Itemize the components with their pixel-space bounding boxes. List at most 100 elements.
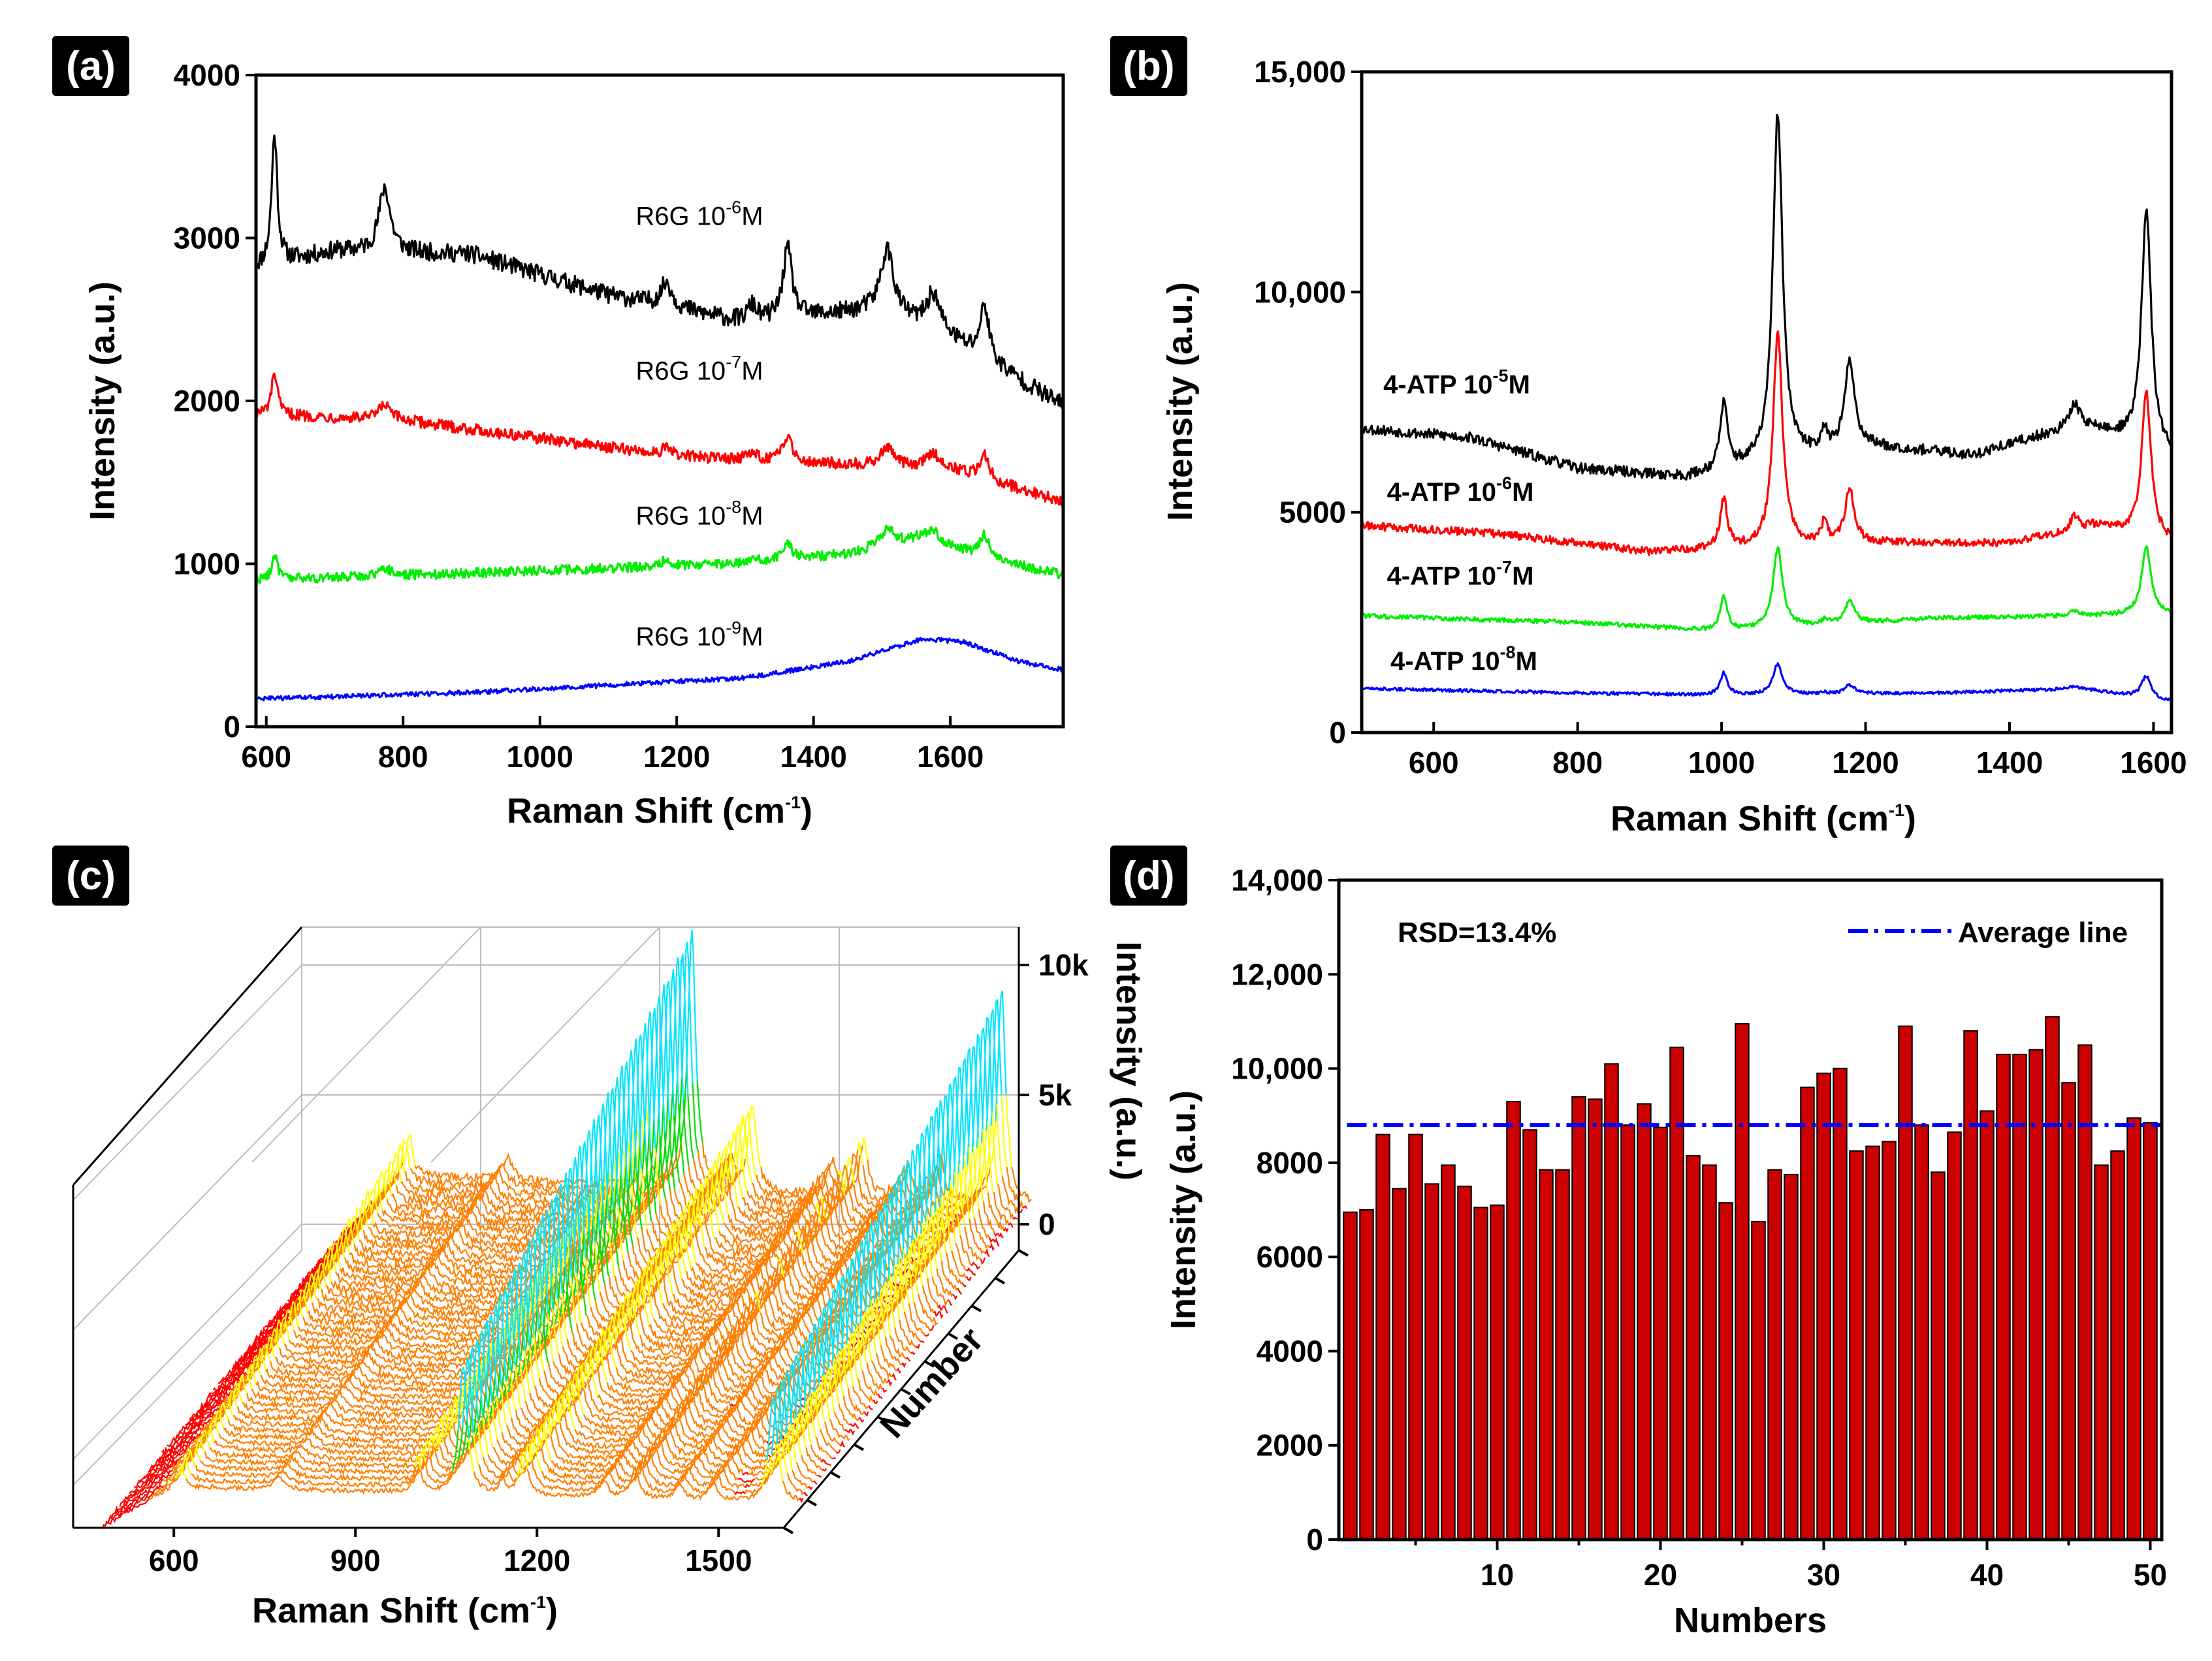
waterfall-segment: [505, 1171, 513, 1182]
waterfall-segment: [404, 1141, 411, 1169]
waterfall-segment: [496, 1182, 503, 1197]
waterfall-segment: [726, 1261, 733, 1269]
waterfall-segment: [296, 1301, 303, 1316]
waterfall-segment: [920, 1340, 925, 1343]
waterfall-segment: [470, 1303, 477, 1312]
waterfall-segment: [480, 1246, 487, 1256]
waterfall-segment: [372, 1384, 379, 1391]
waterfall-segment: [400, 1287, 406, 1295]
waterfall-segment: [914, 1233, 922, 1276]
waterfall-segment: [493, 1218, 500, 1227]
waterfall-segment: [356, 1333, 363, 1340]
waterfall-segment: [816, 1299, 824, 1316]
waterfall-segment: [472, 1316, 479, 1325]
waterfall-segment: [380, 1257, 387, 1263]
waterfall-segment: [722, 1308, 729, 1322]
x-tick-label-1000: 1000: [1688, 746, 1755, 780]
waterfall-segment: [690, 1266, 697, 1280]
waterfall-segment: [438, 1191, 444, 1198]
waterfall-segment: [351, 1384, 359, 1390]
waterfall-segment: [436, 1387, 443, 1394]
waterfall-segment: [472, 1272, 479, 1279]
waterfall-segment: [443, 1197, 451, 1209]
waterfall-segment: [788, 1297, 795, 1305]
waterfall-segment: [468, 1293, 475, 1299]
waterfall-segment: [710, 1414, 716, 1417]
waterfall-segment: [370, 1252, 376, 1261]
waterfall-segment: [728, 1287, 735, 1295]
waterfall-segment: [748, 1267, 755, 1276]
waterfall-segment: [656, 1237, 662, 1247]
waterfall-segment: [359, 1305, 366, 1313]
waterfall-segment: [726, 1334, 733, 1354]
waterfall-segment: [362, 1281, 368, 1290]
waterfall-segment: [376, 1267, 383, 1274]
waterfall-segment: [410, 1238, 417, 1246]
waterfall-segment: [784, 1345, 791, 1359]
waterfall-segment: [914, 1333, 921, 1342]
waterfall-segment: [567, 1359, 574, 1366]
waterfall-segment: [485, 1246, 492, 1252]
waterfall-segment: [958, 1066, 965, 1156]
waterfall-segment: [765, 1389, 773, 1394]
waterfall-segment: [968, 1147, 975, 1218]
waterfall-segment: [884, 1337, 892, 1355]
waterfall-segment: [960, 1261, 967, 1271]
waterfall-segment: [645, 1399, 651, 1404]
waterfall-segment: [727, 1269, 733, 1274]
waterfall-segment: [345, 1271, 352, 1279]
waterfall-segment: [713, 1292, 720, 1300]
waterfall-segment: [525, 1220, 532, 1230]
waterfall-segment: [288, 1340, 295, 1346]
waterfall-segment: [707, 1327, 714, 1340]
waterfall-segment: [607, 1318, 615, 1333]
waterfall-segment: [779, 1248, 786, 1261]
waterfall-segment: [630, 1411, 637, 1419]
waterfall-segment: [431, 1274, 438, 1282]
waterfall-segment: [425, 1387, 432, 1395]
waterfall-segment: [775, 1328, 782, 1332]
waterfall-segment: [761, 1377, 767, 1391]
waterfall-segment: [462, 1171, 470, 1180]
waterfall-segment: [747, 1261, 754, 1270]
waterfall-segment: [697, 1368, 705, 1391]
waterfall-segment: [905, 1242, 912, 1288]
waterfall-segment: [418, 1256, 425, 1266]
waterfall-segment: [983, 1228, 991, 1239]
waterfall-segment: [682, 1358, 689, 1361]
waterfall-segment: [319, 1338, 327, 1342]
waterfall-segment: [641, 1367, 649, 1374]
waterfall-segment: [437, 1286, 444, 1294]
waterfall-segment: [751, 1254, 758, 1258]
waterfall-segment: [786, 1265, 792, 1276]
waterfall-segment: [328, 1371, 335, 1377]
waterfall-segment: [506, 1241, 513, 1248]
waterfall-segment: [617, 1077, 624, 1194]
waterfall-segment: [549, 1190, 556, 1196]
waterfall-segment: [843, 1244, 851, 1256]
waterfall-segment: [402, 1259, 409, 1264]
waterfall-segment: [700, 1316, 707, 1327]
waterfall-segment: [387, 1365, 393, 1371]
waterfall-segment: [366, 1275, 373, 1280]
waterfall-segment: [900, 1351, 907, 1360]
waterfall-segment: [734, 1233, 741, 1241]
waterfall-segment: [880, 1345, 887, 1363]
waterfall-segment: [499, 1221, 506, 1229]
waterfall-segment: [446, 1172, 453, 1180]
waterfall-segment: [240, 1380, 247, 1392]
waterfall-segment: [762, 1204, 769, 1210]
waterfall-segment: [198, 1421, 206, 1429]
waterfall-segment: [793, 1192, 800, 1202]
waterfall-segment: [699, 1394, 705, 1412]
waterfall-segment: [927, 1303, 935, 1314]
waterfall-segment: [621, 1375, 628, 1384]
waterfall-segment: [321, 1303, 329, 1311]
waterfall-segment: [402, 1299, 409, 1306]
waterfall-segment: [723, 1385, 730, 1393]
waterfall-segment: [852, 1386, 859, 1397]
waterfall-segment: [434, 1363, 441, 1369]
waterfall-segment: [787, 1190, 794, 1197]
waterfall-segment: [336, 1350, 344, 1359]
